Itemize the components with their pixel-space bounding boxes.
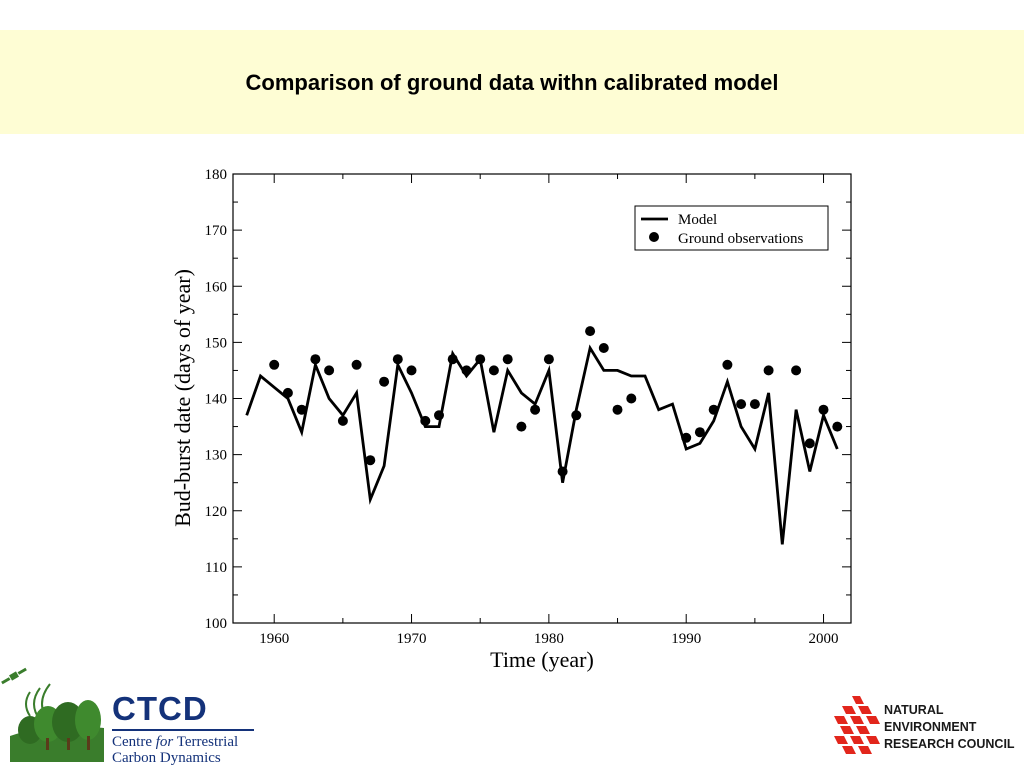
observation-point <box>296 404 307 415</box>
observation-point <box>818 404 829 415</box>
nerc-line1: NATURAL <box>884 703 944 717</box>
observation-point <box>502 354 513 365</box>
observation-point <box>708 404 719 415</box>
legend: Model Ground observations <box>634 205 829 251</box>
observation-point <box>804 438 815 449</box>
x-tick-label: 1980 <box>534 631 564 647</box>
observation-point <box>736 399 747 410</box>
observation-point <box>626 393 637 404</box>
x-tick-label: 1970 <box>397 631 427 647</box>
observation-point <box>461 365 472 376</box>
legend-model-label: Model <box>678 212 717 228</box>
observation-point <box>406 365 417 376</box>
observation-point <box>434 410 444 421</box>
observation-point <box>392 354 403 365</box>
observation-point <box>791 365 802 376</box>
legend-box <box>634 205 829 251</box>
observation-point <box>832 421 843 432</box>
nerc-emblem-icon <box>834 696 880 754</box>
nerc-line2: ENVIRONMENT <box>884 720 977 734</box>
observation-point <box>365 455 376 466</box>
observation-point <box>571 410 582 421</box>
y-tick-label: 180 <box>205 167 228 183</box>
legend-observations-label: Ground observations <box>678 231 804 247</box>
x-tick-label: 1990 <box>671 631 701 647</box>
observation-point <box>694 427 705 438</box>
observation-point <box>447 354 458 365</box>
ctcd-name: CTCD <box>112 690 208 727</box>
y-axis-label: Bud-burst date (days of year) <box>170 269 195 527</box>
observation-point <box>763 365 774 376</box>
title-band <box>0 30 1024 134</box>
y-tick-label: 150 <box>205 335 228 351</box>
observation-point <box>722 359 733 370</box>
observation-point <box>420 415 431 426</box>
ctcd-rule <box>112 729 254 731</box>
observation-point <box>310 354 321 365</box>
observation-point <box>598 343 609 353</box>
observation-point <box>585 326 596 337</box>
ctcd-logo <box>0 662 270 768</box>
ctcd-subtitle-line2: Carbon Dynamics <box>112 750 221 766</box>
observation-point <box>337 415 348 426</box>
y-tick-label: 110 <box>205 560 227 576</box>
nerc-logo <box>830 694 1024 760</box>
observation-point <box>543 354 554 365</box>
ctcd-subtitle-line1: Centre for Terrestrial <box>112 734 239 750</box>
observation-point <box>749 399 760 410</box>
observation-point <box>269 359 280 370</box>
observation-point <box>324 365 335 376</box>
y-tick-label: 130 <box>205 448 228 464</box>
y-tick-label: 100 <box>205 616 228 632</box>
observation-point <box>351 359 362 370</box>
y-tick-label: 140 <box>205 392 228 408</box>
x-tick-label: 2000 <box>809 631 839 647</box>
y-tick-label: 120 <box>205 504 228 520</box>
y-tick-label: 160 <box>205 279 228 295</box>
x-tick-label: 1960 <box>259 631 289 647</box>
x-axis-label: Time (year) <box>490 647 594 672</box>
observation-point <box>612 404 623 415</box>
observation-point <box>475 354 486 365</box>
observation-point <box>530 404 541 415</box>
y-tick-label: 170 <box>205 223 228 239</box>
nerc-line3: RESEARCH COUNCIL <box>884 737 1015 751</box>
observation-point <box>557 466 568 477</box>
legend-observations-swatch <box>649 232 659 242</box>
ctcd-emblem-icon <box>1 667 104 762</box>
model-line <box>245 344 839 545</box>
observation-point <box>379 376 390 387</box>
slide-title: Comparison of ground data withn calibrat… <box>245 70 779 95</box>
observation-point <box>282 387 293 398</box>
observation-point <box>681 432 692 443</box>
observation-point <box>488 365 499 376</box>
observation-point <box>516 421 527 432</box>
